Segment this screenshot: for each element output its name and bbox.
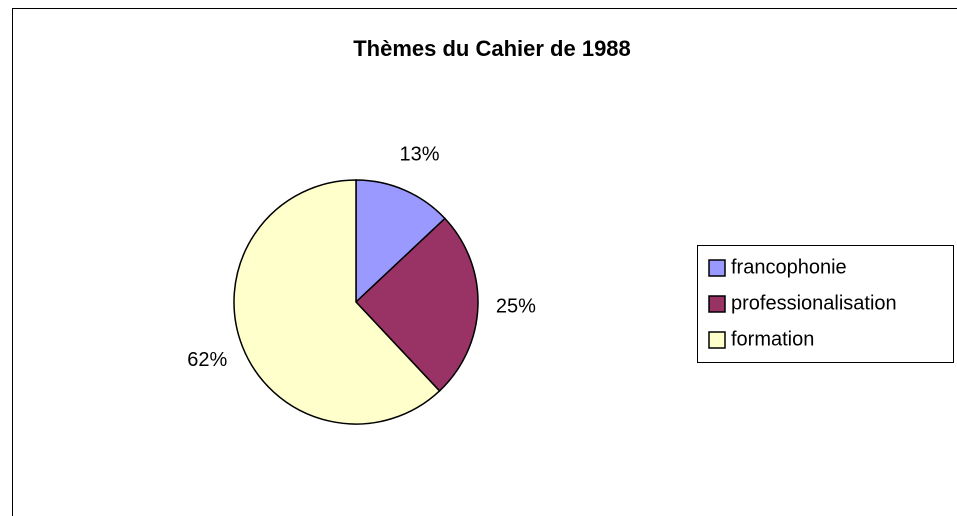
data-label: 62% <box>187 349 227 371</box>
legend-label: francophonie <box>731 256 847 278</box>
chart-title: Thèmes du Cahier de 1988 <box>353 36 631 61</box>
legend-swatch <box>708 259 726 277</box>
pie-slice <box>233 179 441 425</box>
legend-label: professionalisation <box>731 292 897 314</box>
legend-swatch <box>708 331 726 349</box>
legend-box <box>697 245 954 363</box>
data-label: 25% <box>496 295 536 317</box>
legend-label: formation <box>731 328 814 350</box>
legend-swatch <box>708 295 726 313</box>
pie-slice <box>355 179 446 304</box>
pie-slice <box>354 217 479 392</box>
data-label: 13% <box>400 143 440 165</box>
